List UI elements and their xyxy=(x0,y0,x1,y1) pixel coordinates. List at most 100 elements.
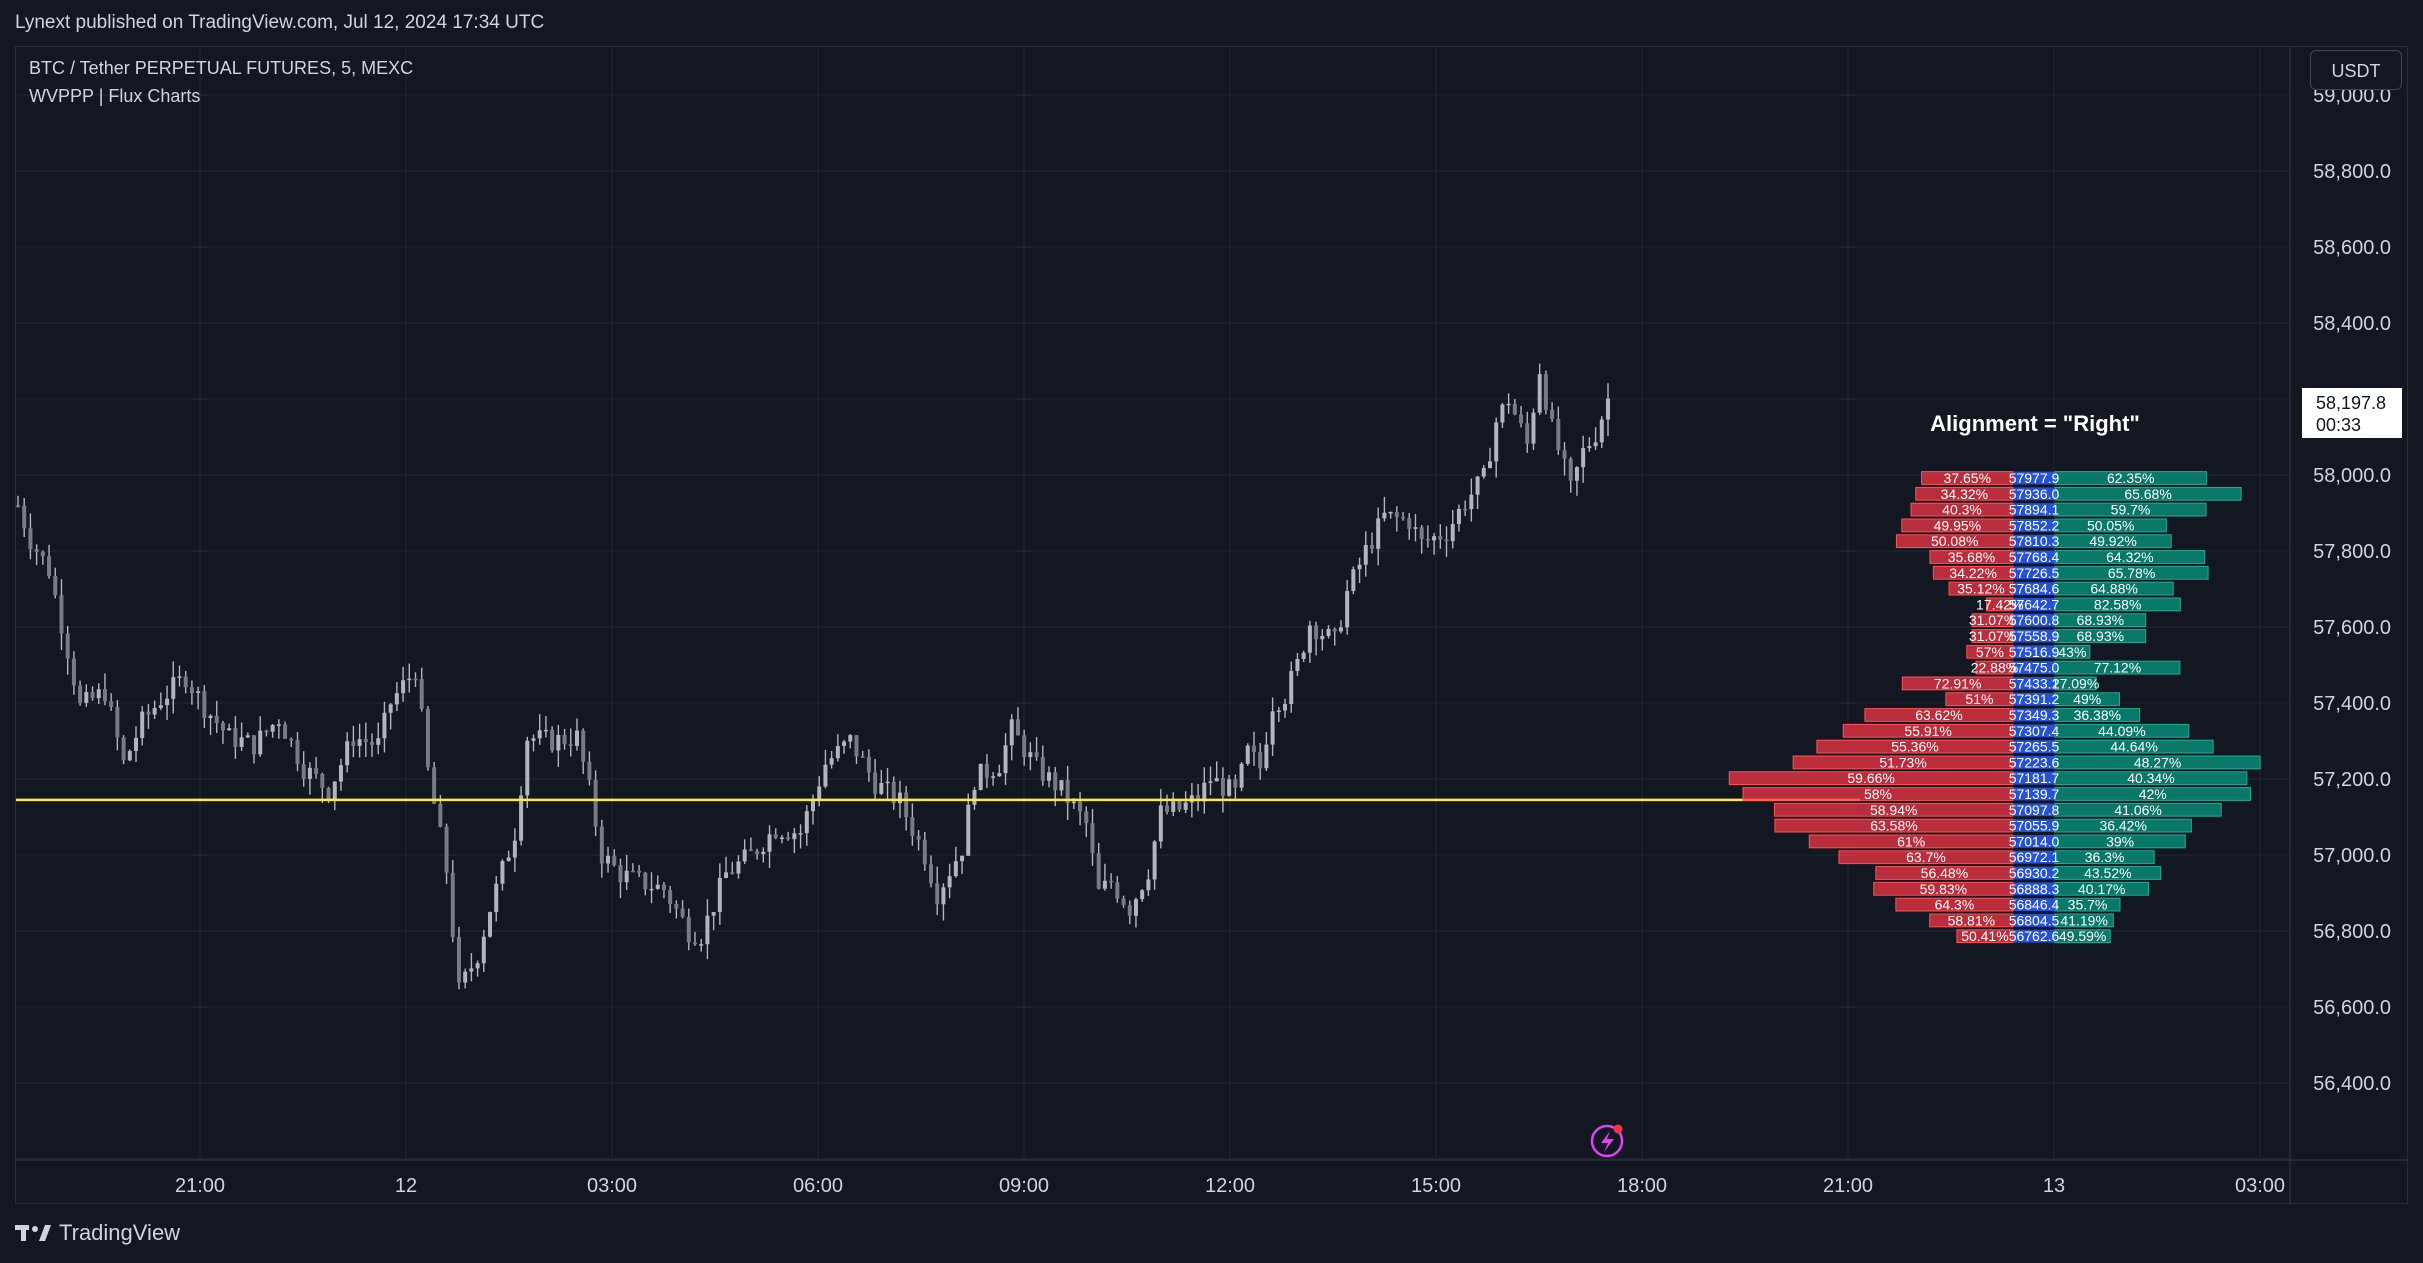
buy-percent-label: 62.35% xyxy=(2107,470,2154,486)
candle-body xyxy=(1096,853,1101,889)
volume-bar xyxy=(2013,724,2055,738)
buy-percent-label: 65.78% xyxy=(2108,565,2155,581)
volume-profile-row: 50.41% 56762.6 49.59% xyxy=(1956,928,2111,944)
candle-body xyxy=(71,658,76,686)
volume-profile-row: 55.91% 57307.4 44.09% xyxy=(1842,723,2190,739)
footer: TradingView xyxy=(15,1210,180,1256)
candle-body xyxy=(146,711,151,715)
price-tick-label: 58,400.0 xyxy=(2313,313,2391,335)
candle-body xyxy=(786,837,791,840)
candle-body xyxy=(214,715,219,723)
volume-profile-row: 31.07%57600.8 68.93% xyxy=(1969,612,2147,628)
candle-body xyxy=(637,870,642,873)
time-tick-label: 06:00 xyxy=(793,1175,843,1197)
lightning-alert-icon[interactable] xyxy=(1590,1124,1624,1158)
candle-body xyxy=(252,735,257,755)
volume-bar xyxy=(2013,914,2055,927)
price-axis[interactable]: 59,000.058,800.058,600.058,400.058,200.0… xyxy=(2313,85,2391,1095)
candle-body xyxy=(90,691,95,699)
candle-body xyxy=(425,708,430,768)
sell-percent-label: 34.22% xyxy=(1949,565,1996,581)
volume-profile-row: 17.42%57642.7 82.58% xyxy=(1976,596,2181,612)
buy-percent-label: 64.32% xyxy=(2106,549,2153,565)
candle-body xyxy=(1009,719,1014,746)
candle-body xyxy=(1401,516,1406,519)
volume-profile-row: 64.3% 56846.4 35.7% xyxy=(1895,897,2121,913)
time-axis[interactable]: 21:00 12 03:00 06:00 09:00 12:00 15:00 18:00 21:… xyxy=(175,1175,2285,1197)
chart-frame xyxy=(15,46,2408,1204)
candle-body xyxy=(1450,524,1455,542)
price-tick-label: 57,000.0 xyxy=(2313,845,2391,867)
buy-percent-label: 42% xyxy=(2139,786,2167,802)
candle-body xyxy=(84,691,89,703)
volume-profile-row: 59.66% 57181.7 40.34% xyxy=(1728,770,2248,786)
price-level-label: 57223.6 xyxy=(2009,754,2060,770)
buy-percent-label: 68.93% xyxy=(2077,612,2124,628)
price-level-label: 57516.9 xyxy=(2009,644,2060,660)
candle-body xyxy=(767,834,772,852)
candle-body xyxy=(1556,418,1561,451)
candle-body xyxy=(1568,458,1573,481)
volume-bar xyxy=(2013,613,2055,627)
buy-percent-label: 40.34% xyxy=(2127,770,2174,786)
price-level-label: 57642.7 xyxy=(2009,596,2060,612)
candle-body xyxy=(1071,801,1076,804)
candle-body xyxy=(1438,536,1443,540)
volume-profile-row: 58.94% 57097.8 41.06% xyxy=(1773,802,2222,818)
candle-body xyxy=(1140,890,1145,900)
price-level-label: 57014.0 xyxy=(2009,833,2060,849)
sell-percent-label: 31.07% xyxy=(1969,612,2016,628)
candle-body xyxy=(177,676,182,678)
buy-percent-label: 40.17% xyxy=(2078,881,2125,897)
price-level-label: 57097.8 xyxy=(2009,802,2060,818)
candle-body xyxy=(1208,781,1213,783)
candle-body xyxy=(1220,778,1225,796)
candle-body xyxy=(332,781,337,800)
price-level-label: 57265.5 xyxy=(2009,739,2060,755)
sell-percent-label: 56.48% xyxy=(1921,865,1968,881)
candle-body xyxy=(1133,899,1138,916)
candle-body xyxy=(891,781,896,804)
candle-body xyxy=(711,911,716,916)
symbol-title[interactable]: BTC / Tether PERPETUAL FUTURES, 5, MEXC xyxy=(29,58,414,78)
candle-body xyxy=(929,864,934,884)
candle-body xyxy=(326,787,331,800)
candle-body xyxy=(394,693,399,705)
volume-bar xyxy=(2013,740,2055,753)
candle-body xyxy=(705,915,710,945)
volume-bar xyxy=(2013,882,2055,896)
candle-body xyxy=(674,904,679,909)
candle-body xyxy=(376,738,381,745)
candle-body xyxy=(692,942,697,945)
candle-body xyxy=(239,737,244,747)
price-level-label: 57894.1 xyxy=(2009,502,2060,518)
volume-profile-row: 63.62% 57349.3 36.38% xyxy=(1864,707,2141,723)
currency-button[interactable]: USDT xyxy=(2310,50,2402,90)
candle-body xyxy=(1425,539,1430,541)
sell-percent-label: 61% xyxy=(1897,833,1925,849)
sell-percent-label: 59.83% xyxy=(1920,881,1967,897)
candle-body xyxy=(835,746,840,759)
candle-body xyxy=(618,865,623,883)
candle-body xyxy=(1264,744,1269,769)
candle-body xyxy=(916,835,921,840)
candle-body xyxy=(1202,782,1207,802)
candle-body xyxy=(1183,802,1188,810)
candle-body xyxy=(357,739,362,746)
candle-body xyxy=(960,855,965,862)
candle-body xyxy=(115,706,120,738)
candle-body xyxy=(1040,756,1045,781)
candle-body xyxy=(1537,374,1542,413)
price-tick-label: 57,800.0 xyxy=(2313,541,2391,563)
price-level-label: 56846.4 xyxy=(2009,897,2060,913)
candle-body xyxy=(1158,805,1163,842)
indicator-title[interactable]: WVPPP | Flux Charts xyxy=(29,86,201,106)
volume-bar xyxy=(2013,550,2055,564)
candle-body xyxy=(1587,446,1592,449)
candle-body xyxy=(102,689,107,702)
sell-percent-label: 22.88% xyxy=(1971,660,2018,676)
candle-body xyxy=(879,782,884,794)
candle-body xyxy=(264,730,269,733)
candle-body xyxy=(1276,710,1281,713)
